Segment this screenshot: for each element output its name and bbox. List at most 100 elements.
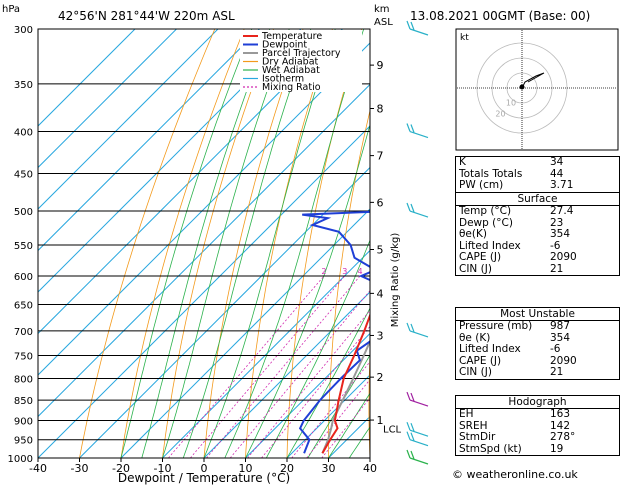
dry-adiabat-line	[368, 345, 370, 458]
unstable-label: Pressure (mb)	[459, 320, 533, 332]
unstable-label: θe (K)	[459, 331, 491, 344]
dry-adiabat-line	[408, 29, 450, 458]
datetime-title: 13.08.2021 00GMT (Base: 00)	[410, 9, 590, 23]
hodo-label: EH	[459, 408, 474, 420]
index-value: 3.71	[550, 179, 574, 191]
wind-barb	[409, 399, 429, 407]
pressure-tick-label: 700	[14, 327, 33, 338]
temperature-tick-label: -30	[71, 462, 89, 475]
pressure-tick-label: 400	[14, 128, 33, 139]
wind-barb	[409, 457, 429, 465]
temperature-tick-label: 30	[322, 462, 336, 475]
unstable-row: CAPE (J) 2090	[456, 354, 619, 368]
surface-value: 23	[550, 216, 564, 229]
wind-barb	[409, 130, 429, 139]
hodo-row: StmDir 278°	[456, 431, 619, 444]
mixing-ratio-line	[168, 275, 325, 458]
unstable-row: θe (K) 354	[456, 331, 619, 345]
isotherm-line	[120, 208, 370, 458]
surface-label: θe(K)	[459, 228, 487, 240]
km-tick-label: 1	[377, 414, 384, 427]
mixing-ratio-label: 4	[357, 267, 362, 276]
wind-barb	[409, 210, 429, 218]
wet-adiabat-line	[120, 29, 253, 458]
isotherm-line	[286, 374, 370, 458]
background-lines: 2 3 4 6 8 10 16 20 25	[38, 29, 629, 458]
wind-barbs	[406, 20, 429, 465]
mixing-ratio-label: 2	[321, 267, 326, 276]
isotherm-line	[38, 29, 219, 210]
mixing-ratio-label: 3	[342, 267, 347, 276]
pressure-tick-label: 900	[14, 416, 33, 427]
mixing-ratio-line	[229, 290, 370, 458]
hodo-label: SREH	[459, 419, 488, 432]
location-title: 42°56'N 281°44'W 220m ASL	[58, 9, 235, 23]
isotherm-line	[38, 29, 177, 169]
hodo-value: 163	[550, 408, 571, 420]
km-tick-label: 7	[377, 150, 384, 163]
wind-barb-feather	[406, 391, 411, 401]
unstable-row: CIN (J) 21	[456, 366, 619, 379]
wind-barb-feather	[406, 449, 411, 459]
index-row: K 34	[456, 156, 619, 169]
wet-adiabat-line	[162, 29, 290, 458]
surface-label: Lifted Index	[459, 239, 521, 252]
temperature-tick-label: 0	[201, 462, 208, 475]
hodo-label: StmDir	[459, 431, 496, 443]
pressure-tick-label: 600	[14, 272, 33, 283]
km-tick-label: 5	[377, 243, 384, 256]
hodo-row: EH 163	[456, 408, 619, 421]
unstable-value: 2090	[550, 354, 577, 367]
pressure-tick-label: 550	[14, 241, 33, 252]
wet-adiabat-line	[182, 29, 312, 458]
unstable-value: 987	[550, 320, 571, 332]
wind-barb-feather	[406, 123, 411, 132]
unstable-label: CAPE (J)	[459, 354, 502, 367]
hodograph-storm-motion	[519, 84, 525, 90]
temperature-tick-label: -20	[112, 462, 130, 475]
sounding-series	[298, 165, 370, 454]
legend-label: Mixing Ratio	[262, 82, 321, 93]
legend-label: Dewpoint	[262, 40, 307, 51]
pressure-tick-label: 800	[14, 374, 33, 385]
pressure-tick-label: 1000	[8, 454, 33, 465]
isotherm-line	[245, 332, 370, 458]
surface-row: Temp (°C) 27.4	[456, 205, 619, 218]
index-value: 44	[550, 167, 564, 180]
km-tick-label: 2	[377, 371, 384, 384]
dry-adiabat-line	[120, 29, 245, 458]
wind-barb-feather	[406, 431, 411, 440]
hodo-value: 142	[550, 419, 571, 432]
legend-background	[240, 30, 362, 92]
index-label: PW (cm)	[459, 179, 504, 191]
wind-barb	[409, 28, 429, 36]
surface-box: Surface Temp (°C) 27.4 Dewp (°C) 23 θe(K) 354…	[455, 192, 620, 276]
pressure-tick-label: 850	[14, 396, 33, 407]
series-line-parcel-trajectory	[321, 339, 370, 454]
km-tick-label: 3	[377, 329, 384, 342]
mixing-ratio-label: 6	[380, 267, 385, 276]
isotherm-line	[38, 125, 370, 458]
dry-adiabat-line	[203, 29, 304, 458]
wind-barb-feather	[410, 423, 415, 432]
index-row: Totals Totals 44	[456, 167, 619, 181]
isotherm-line	[38, 29, 343, 335]
hodo-label: StmSpd (kt)	[459, 442, 522, 455]
surface-value: -6	[550, 239, 561, 252]
dry-adiabat-line	[162, 29, 274, 458]
wind-barb-feather	[410, 450, 415, 460]
surface-row: Lifted Index -6	[456, 239, 619, 253]
surface-row: CIN (J) 21	[456, 263, 619, 276]
pressure-tick-label: 500	[14, 207, 33, 218]
hodo-value: 278°	[550, 431, 576, 443]
credit-text[interactable]: © weatheronline.co.uk	[452, 468, 578, 481]
wet-adiabat-line	[286, 307, 370, 458]
dry-adiabat-line	[621, 29, 629, 458]
km-tick-label: 9	[377, 59, 384, 72]
isotherm-line	[79, 166, 370, 458]
hodograph-ring-label: 10	[506, 98, 516, 107]
hodograph-stats-title: Hodograph	[508, 396, 567, 408]
pressure-tick-label: 300	[14, 25, 33, 36]
